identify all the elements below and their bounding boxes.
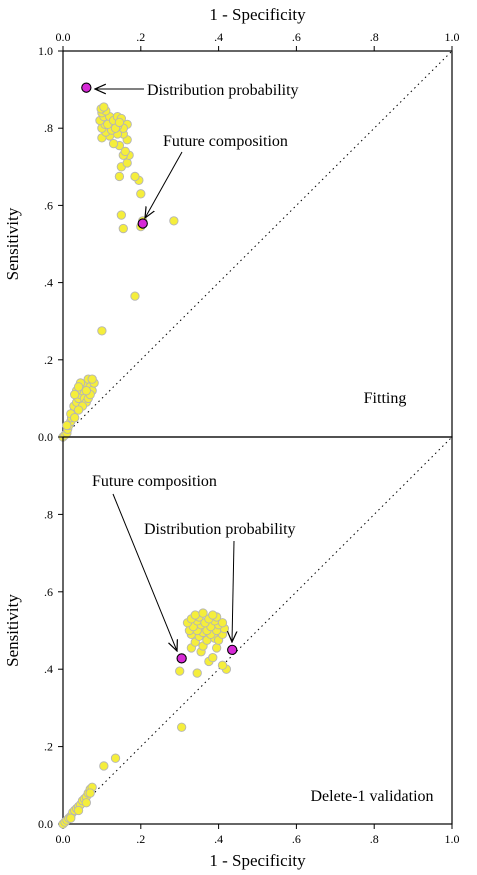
highlighted-point (81, 82, 92, 93)
data-point (130, 171, 140, 182)
data-point (85, 788, 95, 798)
data-point (217, 618, 228, 628)
y-tick-label: .2 (44, 353, 53, 367)
x-tick-label: .8 (370, 832, 379, 846)
data-point (208, 652, 218, 663)
data-point (198, 608, 208, 618)
x-tick-label: .8 (370, 30, 379, 44)
data-point (62, 420, 72, 431)
data-point (190, 610, 200, 620)
x-tick-label: 0.0 (56, 832, 71, 846)
x-tick-label: .4 (214, 30, 223, 44)
y-tick-label: .6 (44, 198, 53, 212)
data-point (122, 158, 132, 168)
plot-frame (62, 436, 453, 825)
highlighted-point (176, 653, 187, 664)
data-point (73, 805, 84, 816)
y-tick-label: .4 (44, 276, 53, 290)
annotation-arrow (232, 540, 234, 642)
annotation-label: Distribution probability (144, 521, 296, 538)
data-point (192, 668, 202, 678)
y-tick-label: 0.0 (38, 430, 53, 444)
data-point (176, 722, 187, 732)
data-point (208, 610, 218, 620)
data-point (108, 138, 119, 149)
data-point (97, 326, 107, 336)
y-tick-label: .6 (44, 585, 53, 599)
panel-label: Fitting (364, 390, 407, 407)
data-point (114, 117, 125, 128)
data-point (81, 798, 91, 808)
x-tick-label: 1.0 (445, 30, 460, 44)
data-point (110, 753, 121, 763)
reference-diagonal-line (62, 436, 453, 825)
y-tick-label: 0.0 (38, 817, 53, 831)
x-axis-label: 1 - Specificity (209, 851, 306, 870)
data-point (118, 223, 128, 234)
reference-diagonal-line (62, 50, 453, 438)
y-axis-label: Sensitivity (3, 594, 22, 667)
x-tick-label: 0.0 (56, 30, 71, 44)
y-tick-label: .2 (44, 740, 53, 754)
highlighted-point (137, 218, 148, 229)
y-tick-label: .8 (44, 507, 53, 521)
annotation-label: Future composition (163, 133, 288, 150)
data-point (175, 666, 185, 676)
x-axis-label: 1 - Specificity (209, 5, 306, 24)
data-point (81, 386, 91, 396)
panel-label: Delete-1 validation (310, 788, 433, 805)
x-tick-label: 1.0 (445, 832, 460, 846)
annotation-label: Distribution probability (147, 82, 299, 99)
data-point (73, 382, 84, 392)
data-point (66, 813, 76, 823)
data-point (87, 374, 97, 384)
highlighted-point (227, 644, 238, 655)
data-point (136, 189, 146, 199)
data-point (212, 643, 222, 653)
data-point (217, 660, 228, 670)
annotation-arrow (145, 151, 183, 218)
y-axis-label: Sensitivity (3, 207, 22, 280)
annotation-label: Future composition (92, 473, 217, 490)
data-point (120, 146, 130, 157)
x-tick-label: .4 (214, 832, 223, 846)
data-point (73, 405, 84, 415)
x-tick-label: .2 (136, 30, 145, 44)
x-tick-label: .6 (292, 832, 301, 846)
y-tick-label: .4 (44, 662, 53, 676)
data-point (99, 761, 109, 771)
data-point (70, 389, 80, 400)
fitting-panel: 0.0.2.4.6.8 1.00.0.2.4.6.81.01 - Specific… (3, 5, 460, 444)
data-point (114, 171, 125, 182)
y-tick-label: 1.0 (38, 44, 53, 58)
data-point (116, 210, 127, 220)
delete-1-validation-panel: 0.0 .2 .4 .6 .8 1.0 0.0 .2 .4 .6 .8 1 - Specificity… (3, 436, 460, 870)
x-tick-label: .6 (292, 30, 301, 44)
data-point (169, 216, 179, 226)
data-point (130, 291, 140, 301)
data-point (99, 102, 109, 112)
x-tick-label: .2 (136, 832, 145, 846)
annotation-arrow (112, 493, 177, 651)
y-tick-label: .8 (44, 121, 53, 135)
data-point (70, 413, 80, 423)
